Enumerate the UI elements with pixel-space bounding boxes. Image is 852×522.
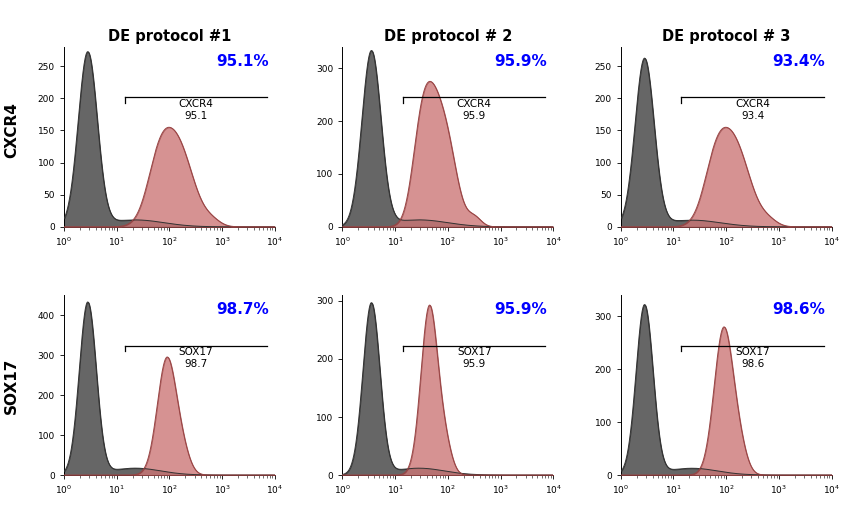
Text: 95.1%: 95.1% bbox=[216, 54, 268, 69]
Title: DE protocol # 3: DE protocol # 3 bbox=[661, 29, 790, 44]
Text: 93.4%: 93.4% bbox=[772, 54, 825, 69]
Text: CXCR4
95.1: CXCR4 95.1 bbox=[178, 99, 213, 121]
Text: SOX17
98.7: SOX17 98.7 bbox=[178, 347, 213, 369]
Text: SOX17
98.6: SOX17 98.6 bbox=[734, 347, 769, 369]
Text: SOX17
95.9: SOX17 95.9 bbox=[457, 347, 491, 369]
Text: 98.7%: 98.7% bbox=[216, 302, 268, 317]
Title: DE protocol # 2: DE protocol # 2 bbox=[383, 29, 511, 44]
Title: DE protocol #1: DE protocol #1 bbox=[107, 29, 231, 44]
Text: CXCR4
93.4: CXCR4 93.4 bbox=[734, 99, 769, 121]
Text: 98.6%: 98.6% bbox=[772, 302, 825, 317]
Text: CXCR4
95.9: CXCR4 95.9 bbox=[456, 99, 491, 121]
Text: CXCR4: CXCR4 bbox=[4, 102, 20, 159]
Text: SOX17: SOX17 bbox=[4, 358, 20, 414]
Text: 95.9%: 95.9% bbox=[493, 302, 546, 317]
Text: 95.9%: 95.9% bbox=[493, 54, 546, 69]
